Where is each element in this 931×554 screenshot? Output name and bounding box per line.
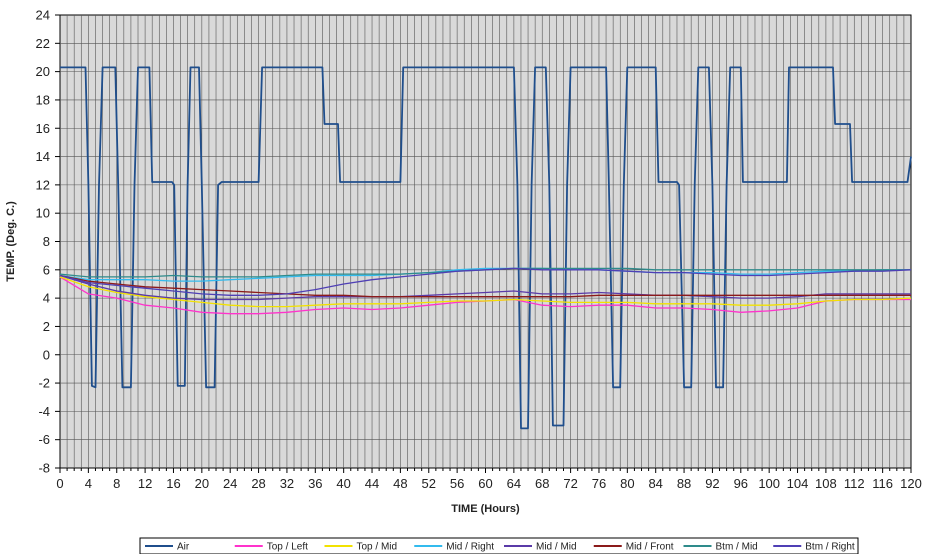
x-tick-label: 20: [195, 476, 209, 491]
y-tick-label: 24: [36, 8, 50, 23]
y-tick-label: 12: [36, 177, 50, 192]
legend-label: Air: [177, 542, 190, 553]
series-line-3: [59, 276, 912, 308]
x-tick-label: 8: [113, 476, 120, 491]
x-tick-label: 76: [592, 476, 606, 491]
legend-box: [139, 537, 859, 554]
x-tick-label: 52: [422, 476, 436, 491]
y-tick-label: -8: [38, 461, 50, 476]
x-tick-label: 120: [900, 476, 922, 491]
x-tick-label: 44: [365, 476, 379, 491]
y-tick-label: 0: [43, 347, 50, 362]
x-tick-label: 32: [280, 476, 294, 491]
legend-label: Top / Mid: [357, 542, 398, 553]
x-tick-label: 80: [620, 476, 634, 491]
series-line-5: [59, 274, 911, 301]
legend-label: Btm / Right: [805, 542, 855, 553]
y-tick-label: -4: [38, 404, 50, 419]
x-tick-label: 112: [844, 476, 865, 491]
x-tick-label: 96: [734, 476, 748, 491]
x-tick-label: 28: [251, 476, 265, 491]
y-tick-label: 16: [36, 121, 50, 136]
y-tick-label: 22: [36, 36, 50, 51]
x-tick-label: 92: [705, 476, 719, 491]
series-lines: [59, 66, 912, 430]
x-tick-label: 12: [138, 476, 152, 491]
x-tick-label: 60: [478, 476, 492, 491]
x-tick-label: 108: [815, 476, 837, 491]
y-tick-label: 8: [43, 234, 50, 249]
x-tick-label: 24: [223, 476, 237, 491]
legend-label: Top / Left: [267, 542, 308, 553]
y-tick-label: 20: [36, 64, 50, 79]
series-line-8: [59, 267, 912, 296]
x-tick-label: 56: [450, 476, 464, 491]
y-axis-title: TEMP. (Deg. C.): [5, 201, 17, 282]
x-tick-label: 100: [758, 476, 780, 491]
x-tick-label: 4: [85, 476, 92, 491]
x-tick-label: 36: [308, 476, 322, 491]
x-tick-label: 88: [677, 476, 691, 491]
legend-label: Mid / Right: [446, 542, 494, 553]
x-tick-label: 16: [166, 476, 180, 491]
series-line-6: [59, 274, 911, 298]
y-tick-label: 4: [43, 291, 50, 306]
y-tick-label: 10: [36, 206, 50, 221]
y-tick-label: 6: [43, 262, 50, 277]
x-tick-label: 68: [535, 476, 549, 491]
x-tick-label: 40: [336, 476, 350, 491]
series-line-1: [60, 66, 912, 430]
x-tick-label: 48: [393, 476, 407, 491]
y-tick-label: -2: [38, 376, 50, 391]
x-tick-label: 0: [56, 476, 63, 491]
y-tick-label: -6: [38, 432, 50, 447]
legend: Air Top / Left Top / Mid Mid / Right Mid / M…: [139, 537, 859, 554]
x-tick-label: 64: [507, 476, 521, 491]
y-tick-label: 18: [36, 92, 50, 107]
legend-label: Mid / Front: [626, 542, 674, 553]
x-tick-label: 116: [872, 476, 893, 491]
legend-label: Mid / Mid: [536, 542, 577, 553]
x-tick-label: 84: [648, 476, 662, 491]
x-axis-title: TIME (Hours): [451, 503, 520, 515]
x-tick-label: 72: [563, 476, 577, 491]
y-tick-label: 14: [36, 149, 50, 164]
y-tick-label: 2: [43, 319, 50, 334]
series-line-4: [59, 267, 911, 282]
x-axis-ticks: 0 4 8 12 16 20 24 28 32 36 40 44 48 52 56 60 64 68 72 76 80 8…: [56, 468, 922, 491]
x-tick-label: 104: [787, 476, 809, 491]
legend-label: Btm / Mid: [716, 542, 758, 553]
